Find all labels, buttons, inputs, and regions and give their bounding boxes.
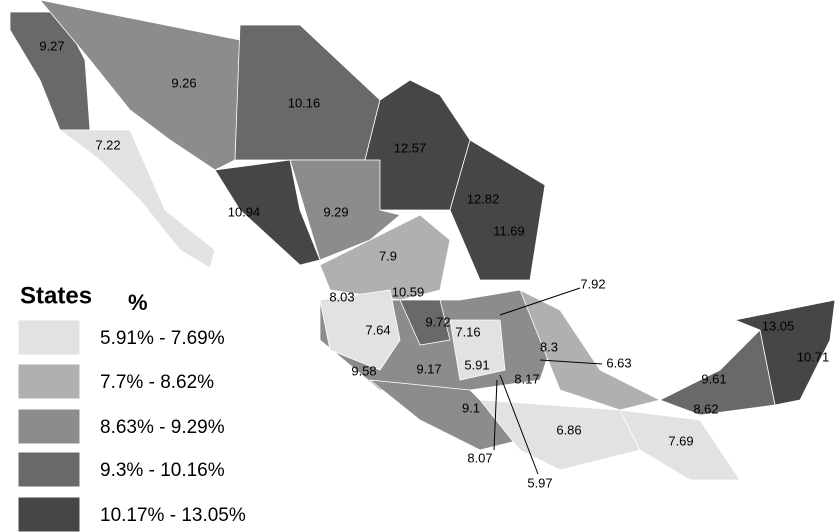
legend-unit: % xyxy=(128,290,148,315)
states xyxy=(9,0,836,481)
legend-label: 7.7% - 8.62% xyxy=(100,372,214,393)
legend-label: 5.91% - 7.69% xyxy=(100,328,225,349)
legend-swatch xyxy=(17,319,81,356)
legend-swatch xyxy=(17,408,81,445)
state xyxy=(733,299,836,406)
leader-lines xyxy=(493,287,603,475)
state-value: 8.62 xyxy=(693,401,718,416)
state-value: 13.05 xyxy=(762,318,795,333)
legend-swatch xyxy=(17,451,81,488)
state-value: 9.27 xyxy=(39,38,64,53)
state xyxy=(449,139,546,281)
state-value: 6.86 xyxy=(556,422,581,437)
legend: States % 5.91% - 7.69% 7.7% - 8.62% 8.63% … xyxy=(17,282,246,532)
state-value: 9.1 xyxy=(462,400,480,415)
state xyxy=(449,319,506,381)
legend-label: 8.63% - 9.29% xyxy=(100,417,225,438)
state-value: 8.07 xyxy=(467,450,492,465)
state-value: 8.03 xyxy=(329,289,354,304)
state-value: 10.16 xyxy=(288,95,321,110)
state xyxy=(619,409,741,481)
state-value: 8.17 xyxy=(514,371,539,386)
state xyxy=(58,129,216,269)
state xyxy=(368,379,521,451)
state-value: 5.97 xyxy=(527,475,552,490)
state-value: 9.17 xyxy=(416,361,441,376)
state-value: 9.58 xyxy=(351,363,376,378)
state-value: 9.61 xyxy=(701,371,726,386)
state-value: 10.59 xyxy=(392,284,425,299)
legend-swatch xyxy=(17,496,81,532)
leader-line xyxy=(493,379,498,451)
state xyxy=(319,289,401,371)
leader-line xyxy=(499,287,581,316)
legend-swatch xyxy=(17,363,81,400)
state-value: 7.69 xyxy=(668,433,693,448)
state-value: 12.82 xyxy=(467,191,500,206)
state xyxy=(234,24,381,161)
state-value: 11.69 xyxy=(493,223,525,238)
state-value: 5.91 xyxy=(464,357,489,372)
state-value: 6.63 xyxy=(606,355,631,370)
state-value: 7.92 xyxy=(580,276,605,291)
state-labels: 9.27 9.26 10.16 12.57 7.22 12.82 10.94 9.29 11.6… xyxy=(39,38,829,490)
state-value: 9.29 xyxy=(323,204,348,219)
state-value: 7.16 xyxy=(455,324,480,339)
state-value: 7.9 xyxy=(379,248,397,263)
state-value: 7.22 xyxy=(95,137,120,152)
leader-line xyxy=(499,374,539,475)
state-value: 10.94 xyxy=(228,204,261,219)
state-value: 10.71 xyxy=(797,349,830,364)
legend-label: 10.17% - 13.05% xyxy=(100,505,246,526)
state-value: 7.64 xyxy=(365,322,390,337)
legend-label: 9.3% - 10.16% xyxy=(100,460,225,481)
state xyxy=(289,159,401,261)
state-value: 9.72 xyxy=(425,314,450,329)
state-value: 9.26 xyxy=(171,75,196,90)
leader-line xyxy=(539,359,603,365)
state-value: 12.57 xyxy=(394,140,427,155)
legend-title: States xyxy=(20,282,92,309)
state xyxy=(399,299,451,346)
state-value: 8.3 xyxy=(540,339,558,354)
state xyxy=(319,214,451,301)
state xyxy=(479,399,641,471)
